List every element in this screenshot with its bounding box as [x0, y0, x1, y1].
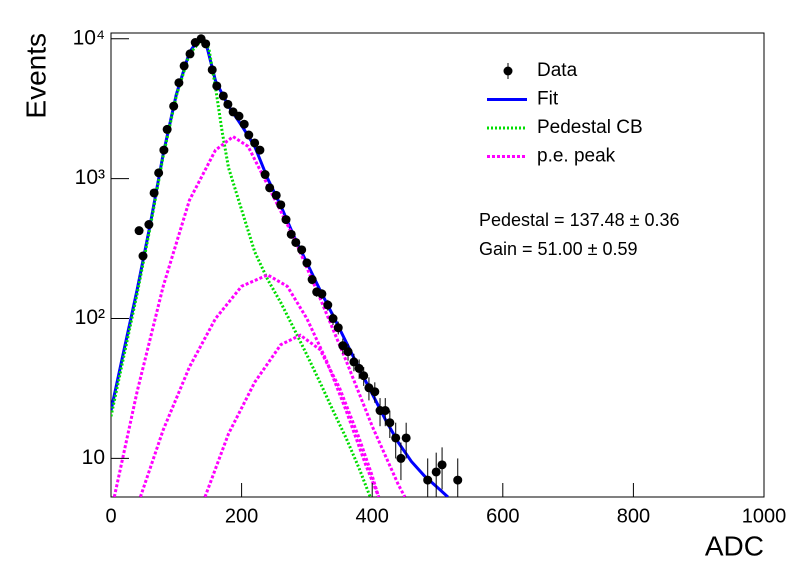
data-point: [239, 119, 249, 129]
x-tick-label: 200: [225, 505, 258, 527]
data-point: [437, 460, 447, 470]
y-tick-label: 10: [82, 446, 105, 469]
data-point: [323, 300, 333, 310]
data-point: [260, 170, 270, 180]
annotation: Pedestal = 137.48 ± 0.36: [479, 210, 680, 230]
data-point: [385, 418, 395, 428]
annotation: Gain = 51.00 ± 0.59: [479, 239, 638, 259]
data-point: [212, 81, 222, 91]
data-point: [244, 130, 254, 140]
data-point: [359, 371, 369, 381]
data-point: [218, 91, 228, 101]
data-point: [286, 229, 296, 239]
legend-label: Fit: [537, 89, 559, 110]
x-tick-label: 600: [486, 505, 519, 527]
y-tick-label: 10²: [75, 306, 105, 329]
data-point: [159, 145, 169, 155]
data-point: [250, 138, 260, 148]
data-point: [338, 341, 348, 351]
y-tick-label: 10⁴: [73, 26, 105, 49]
data-point: [223, 99, 233, 109]
curve: [138, 273, 381, 497]
data-point: [179, 61, 189, 71]
curve: [203, 333, 381, 497]
legend-label: Pedestal CB: [537, 117, 643, 138]
x-tick-label: 0: [105, 505, 116, 527]
data-point: [185, 49, 195, 59]
data-point: [255, 145, 265, 155]
data-point: [396, 453, 406, 463]
data-point: [453, 475, 463, 485]
data-point: [144, 220, 154, 230]
x-tick-label: 1000: [742, 505, 787, 527]
data-point: [354, 363, 364, 373]
data-point: [328, 314, 338, 324]
legend-label: p.e. peak: [537, 146, 616, 167]
x-axis-label: ADC: [705, 530, 764, 561]
data-point: [343, 347, 353, 357]
data-point: [302, 258, 312, 268]
data-point: [391, 433, 401, 443]
data-point: [380, 406, 390, 416]
data-point: [207, 65, 217, 75]
data-point: [169, 101, 179, 111]
legend-label: Data: [537, 60, 578, 81]
data-point: [281, 215, 291, 225]
data-point: [317, 289, 327, 299]
data-point: [370, 387, 380, 397]
data-point: [138, 251, 148, 261]
y-axis-label: Events: [20, 33, 51, 119]
data-point: [271, 190, 281, 200]
plot-frame: [110, 32, 765, 498]
data-point: [297, 245, 307, 255]
x-tick-label: 800: [617, 505, 650, 527]
data-point: [349, 357, 359, 367]
data-point: [276, 200, 286, 210]
x-tick-label: 400: [356, 505, 389, 527]
data-point: [149, 188, 159, 198]
data-point: [431, 467, 441, 477]
data-point: [234, 111, 244, 121]
data-point: [401, 433, 411, 443]
legend-symbol: [503, 66, 513, 76]
curve: [112, 134, 407, 497]
plot-area: [111, 34, 463, 497]
data-point: [265, 183, 275, 193]
data-point: [134, 226, 144, 236]
curve: [111, 36, 372, 497]
data-point: [423, 475, 433, 485]
data-point: [291, 237, 301, 247]
data-point: [333, 323, 343, 333]
data-point: [174, 78, 184, 88]
data-point: [201, 39, 211, 49]
y-tick-label: 10³: [75, 166, 105, 189]
data-point: [307, 275, 317, 285]
data-point: [162, 124, 172, 134]
data-point: [154, 168, 164, 178]
